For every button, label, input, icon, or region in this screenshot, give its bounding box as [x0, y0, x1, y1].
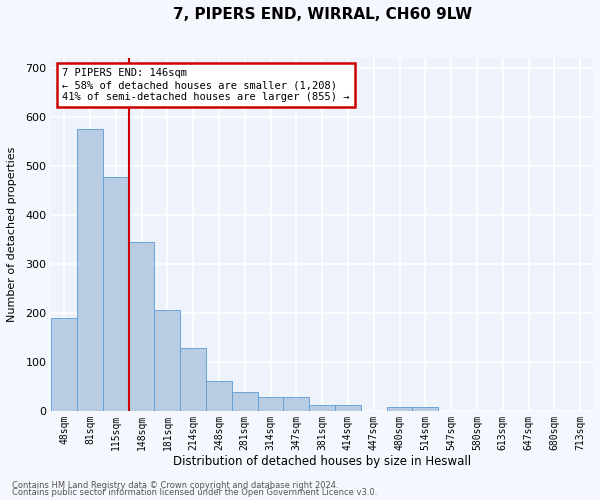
Bar [412, 406, 438, 412]
Bar [128, 242, 154, 412]
Bar [180, 348, 206, 412]
Bar [77, 129, 103, 412]
Bar [154, 310, 180, 412]
Bar [257, 396, 283, 411]
Bar [283, 396, 309, 411]
Bar [386, 406, 412, 412]
Bar [309, 405, 335, 411]
Text: 7 PIPERS END: 146sqm
← 58% of detached houses are smaller (1,208)
41% of semi-de: 7 PIPERS END: 146sqm ← 58% of detached h… [62, 68, 350, 102]
Text: Contains HM Land Registry data © Crown copyright and database right 2024.: Contains HM Land Registry data © Crown c… [12, 480, 338, 490]
Bar [103, 176, 128, 412]
Bar [335, 405, 361, 411]
Title: 7, PIPERS END, WIRRAL, CH60 9LW: 7, PIPERS END, WIRRAL, CH60 9LW [173, 7, 472, 22]
Bar [232, 392, 257, 411]
Text: Contains public sector information licensed under the Open Government Licence v3: Contains public sector information licen… [12, 488, 377, 497]
Bar [51, 318, 77, 412]
X-axis label: Distribution of detached houses by size in Heswall: Distribution of detached houses by size … [173, 455, 471, 468]
Y-axis label: Number of detached properties: Number of detached properties [7, 147, 17, 322]
Bar [206, 381, 232, 412]
